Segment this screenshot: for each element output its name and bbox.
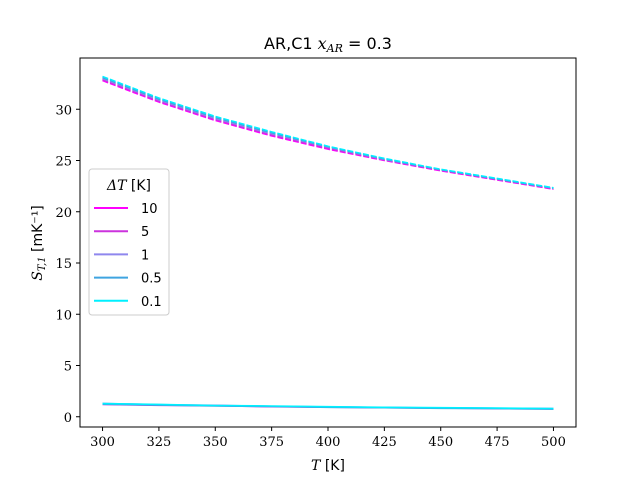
legend-label: 5 bbox=[141, 225, 149, 240]
plot-lines bbox=[102, 75, 554, 410]
legend-label: 10 bbox=[141, 202, 158, 217]
y-tick-label: 25 bbox=[55, 155, 72, 170]
y-tick-label: 20 bbox=[55, 206, 72, 221]
x-tick-label: 375 bbox=[259, 435, 284, 450]
x-tick-label: 500 bbox=[541, 435, 566, 450]
y-axis-label: ST,1 [mK⁻¹] bbox=[30, 205, 48, 281]
x-tick-label: 450 bbox=[428, 435, 453, 450]
y-tick-label: 30 bbox=[55, 103, 72, 118]
series-line-upper-0.5 bbox=[102, 76, 554, 189]
x-axis: 300 325 350 375 400 425 450 475 500 bbox=[90, 427, 566, 450]
y-tick-label: 15 bbox=[55, 257, 72, 272]
x-axis-label: T [K] bbox=[311, 458, 345, 474]
series-line-lower-0.1 bbox=[102, 402, 554, 410]
legend-label: 0.5 bbox=[141, 272, 162, 287]
y-tick-label: 5 bbox=[64, 360, 72, 375]
x-tick-label: 475 bbox=[485, 435, 510, 450]
series-line-upper-5 bbox=[102, 78, 554, 190]
y-tick-label: 0 bbox=[64, 411, 72, 426]
series-line-upper-10 bbox=[102, 79, 554, 190]
series-line-upper-1 bbox=[102, 77, 554, 189]
y-tick-label: 10 bbox=[55, 308, 72, 323]
x-tick-label: 425 bbox=[372, 435, 397, 450]
legend-title: ΔT [K] bbox=[106, 178, 151, 194]
chart-title: AR,C1 xAR = 0.3 bbox=[264, 34, 392, 55]
legend: ΔT [K] 10 5 1 0.5 0.1 bbox=[88, 168, 170, 316]
x-tick-label: 300 bbox=[90, 435, 115, 450]
x-tick-label: 325 bbox=[146, 435, 171, 450]
series-line-upper-0.1 bbox=[102, 75, 554, 189]
legend-label: 1 bbox=[141, 248, 149, 263]
x-tick-label: 400 bbox=[316, 435, 341, 450]
y-axis: 0 5 10 15 20 25 30 bbox=[55, 103, 80, 426]
x-tick-label: 350 bbox=[203, 435, 228, 450]
legend-label: 0.1 bbox=[141, 295, 162, 310]
